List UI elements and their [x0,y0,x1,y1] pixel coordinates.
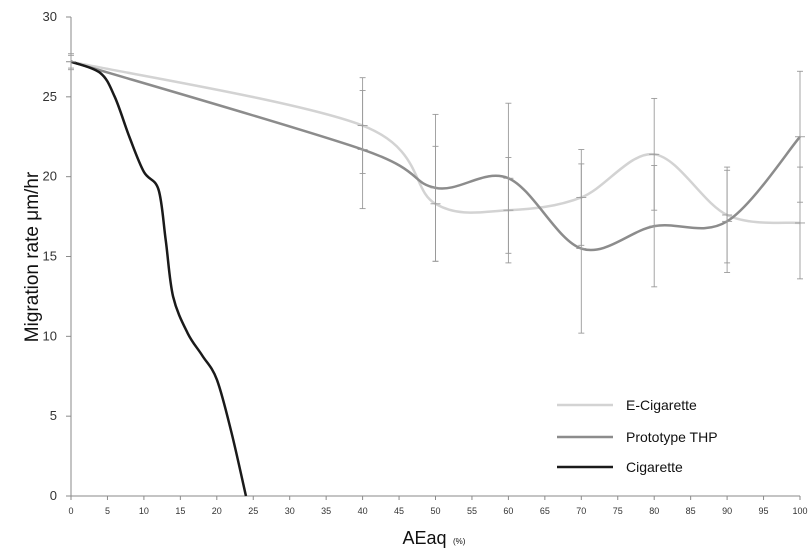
x-tick-label: 40 [358,506,368,516]
x-axis-title-group: AEaq (%) [403,528,466,548]
x-tick-label: 0 [68,506,73,516]
y-tick-label: 15 [43,249,57,264]
x-tick-label: 60 [503,506,513,516]
x-tick-label: 80 [649,506,659,516]
x-tick-label: 25 [248,506,258,516]
x-tick-label: 35 [321,506,331,516]
x-axis-title: AEaq [403,528,447,548]
series-line-cigarette [70,60,248,497]
legend-label-cigarette: Cigarette [626,459,683,475]
legend: E-Cigarette Prototype THP Cigarette [557,397,718,475]
y-axis-title: Migration rate μm/hr [22,171,43,342]
x-tick-label: 70 [576,506,586,516]
error-bar-prototype-thp [503,102,514,254]
y-tick-label: 0 [50,488,57,503]
error-bar-prototype-thp [649,165,660,288]
x-tick-label: 20 [212,506,222,516]
y-tick-label: 30 [43,9,57,24]
x-axis-unit: (%) [453,537,466,546]
error-bars-layer [66,53,805,334]
y-tick-label: 25 [43,89,57,104]
x-tick-label: 15 [175,506,185,516]
x-tick-label: 95 [759,506,769,516]
series-line-prototype-thp [70,60,801,252]
error-bar-prototype-thp [795,70,805,203]
error-bar-prototype-thp [576,163,587,334]
legend-label-e-cigarette: E-Cigarette [626,397,697,413]
error-bar-prototype-thp [722,169,733,273]
x-tick-label: 30 [285,506,295,516]
x-tick-label: 100 [792,506,807,516]
x-tick-label: 10 [139,506,149,516]
x-tick-label: 45 [394,506,404,516]
x-tick-label: 5 [105,506,110,516]
x-axis-ticks: 0 5 10 15 20 25 30 35 40 45 50 55 60 65 70 75 80 85 90 95 10… [68,496,808,516]
x-tick-label: 90 [722,506,732,516]
x-tick-label: 65 [540,506,550,516]
x-tick-label: 50 [430,506,440,516]
x-tick-label: 85 [686,506,696,516]
error-bar-prototype-thp [66,54,76,69]
y-tick-label: 10 [43,328,57,343]
x-tick-label: 55 [467,506,477,516]
y-axis-ticks: 0 5 10 15 20 25 30 [43,9,71,503]
error-bar-prototype-thp [430,113,441,262]
error-bar-prototype-thp [357,89,368,210]
legend-label-prototype-thp: Prototype THP [626,429,718,445]
y-tick-label: 20 [43,169,57,184]
y-tick-label: 5 [50,408,57,423]
x-tick-label: 75 [613,506,623,516]
